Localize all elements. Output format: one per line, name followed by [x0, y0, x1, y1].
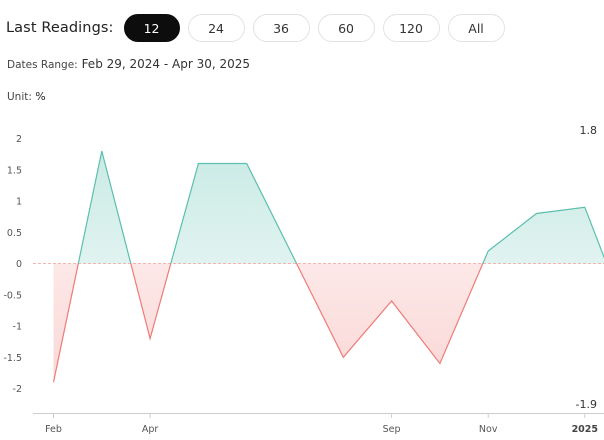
max-value-label: 1.8 [580, 124, 598, 137]
min-value-label: -1.9 [576, 398, 597, 411]
dates-range-value: Feb 29, 2024 - Apr 30, 2025 [81, 57, 251, 71]
period-selector: Last Readings: 12 24 36 60 120 All [6, 13, 513, 43]
negative-area [53, 263, 604, 383]
dates-range: Dates Range: Feb 29, 2024 - Apr 30, 2025 [7, 57, 250, 71]
period-120-button[interactable]: 120 [382, 14, 440, 42]
unit-label: Unit: [7, 91, 32, 103]
unit-value: % [35, 90, 46, 103]
positive-area [53, 151, 604, 264]
series-line-positive [77, 150, 604, 264]
y-tick-label: 0.5 [7, 228, 22, 239]
y-tick-label: -1 [13, 322, 22, 333]
x-tick-label: Sep [383, 424, 401, 435]
period-12-button[interactable]: 12 [123, 14, 180, 42]
period-all-button[interactable]: All [447, 14, 505, 42]
y-tick-label: -2 [13, 384, 22, 395]
y-tick-label: 1.5 [7, 165, 22, 176]
x-tick-label: Feb [45, 424, 62, 435]
y-tick-label: 2 [16, 134, 22, 145]
series-line-negative [52, 263, 484, 383]
period-36-button[interactable]: 36 [252, 14, 310, 42]
y-tick-label: 0 [16, 259, 22, 270]
y-tick-label: -1.5 [3, 353, 22, 364]
x-tick-label: Nov [479, 424, 498, 435]
x-tick-label: 2025 [572, 424, 598, 435]
unit-info: Unit: % [7, 90, 46, 103]
y-tick-label: 1 [16, 197, 22, 208]
period-60-button[interactable]: 60 [317, 14, 375, 42]
y-tick-label: -0.5 [3, 290, 22, 301]
period-selector-title: Last Readings: [6, 20, 114, 36]
period-24-button[interactable]: 24 [187, 14, 245, 42]
x-tick-label: Apr [142, 424, 159, 435]
dates-range-label: Dates Range: [7, 59, 78, 71]
